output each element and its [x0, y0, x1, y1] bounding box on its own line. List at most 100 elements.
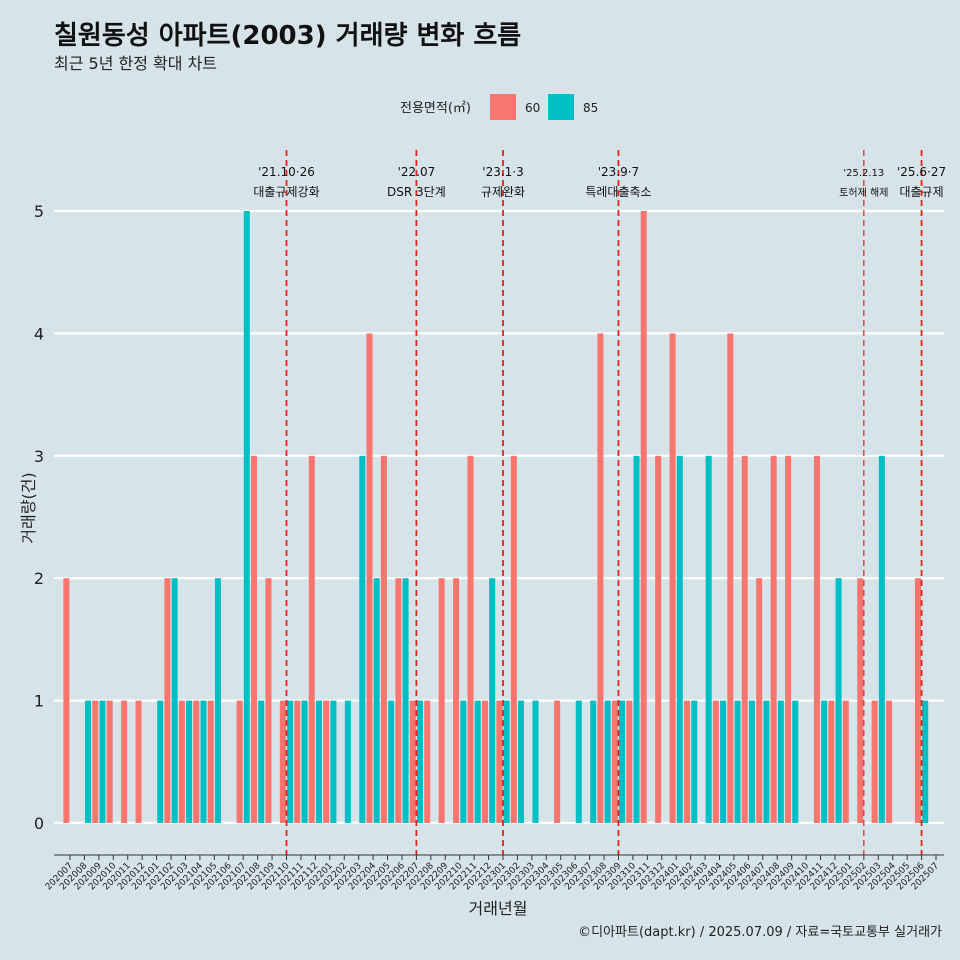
annotation-date: '23.1·3 [482, 165, 523, 179]
bar-60-202309 [611, 700, 618, 823]
y-tick-label: 0 [34, 814, 44, 833]
annotation-date: '23.9·7 [598, 165, 639, 179]
bar-85-202403 [705, 455, 712, 823]
bar-60-202408 [770, 455, 777, 823]
bar-60-202012 [135, 700, 142, 823]
bar-60-202506 [914, 578, 921, 823]
x-axis-title: 거래년월 [469, 899, 528, 918]
annotation-date: '25.6·27 [897, 165, 946, 179]
annotation-date: '21.10·26 [258, 165, 315, 179]
legend-swatch-85 [548, 94, 574, 120]
annotation-lines [285, 150, 923, 855]
bar-85-202404 [720, 700, 727, 823]
legend-title: 전용면적(㎡) [400, 101, 471, 116]
bar-85-202303 [532, 700, 539, 823]
bar-85-202103 [186, 700, 193, 823]
bar-85-202407 [763, 700, 770, 823]
y-tick-label: 5 [34, 202, 44, 221]
bar-60-202404 [712, 700, 719, 823]
bar-85-202308 [604, 700, 611, 823]
bar-60-202401 [669, 333, 676, 823]
bar-60-202305 [554, 700, 561, 823]
y-axis-title: 거래량(건) [19, 472, 38, 543]
bar-60-202406 [741, 455, 748, 823]
bar-60-202205 [380, 455, 387, 823]
bar-60-202405 [727, 333, 734, 823]
bar-85-202212 [489, 578, 496, 823]
bar-60-202201 [323, 700, 330, 823]
x-axis: 2020072020082020092020102020112020122021… [44, 854, 944, 892]
bar-60-202411 [813, 455, 820, 823]
y-axis-ticks: 0 1 2 3 4 5 [34, 202, 44, 833]
bar-85-202306 [575, 700, 582, 823]
bar-60-202112 [308, 455, 315, 823]
annotation-label: 특례대출축소 [585, 185, 651, 199]
bar-60-202208 [424, 700, 431, 823]
y-tick-label: 1 [34, 692, 44, 711]
bar-85-202401 [676, 455, 683, 823]
bar-85-202101 [157, 700, 164, 823]
bar-60-202011 [121, 700, 128, 823]
bar-85-202201 [330, 700, 337, 823]
legend: 전용면적(㎡) 60 85 [400, 94, 598, 120]
annotation-date: '25.2.13 [843, 168, 884, 179]
bar-60-202103 [178, 700, 185, 823]
bar-60-202312 [655, 455, 662, 823]
bar-85-202412 [835, 578, 842, 823]
bar-85-202408 [777, 700, 784, 823]
chart-title: 칠원동성 아파트(2003) 거래량 변화 흐름 [54, 21, 521, 51]
bar-85-202102 [171, 578, 178, 823]
bar-60-202010 [106, 700, 113, 823]
legend-label-60: 60 [525, 101, 540, 115]
bar-85-202210 [460, 700, 467, 823]
annotation-label: DSR 3단계 [387, 185, 446, 199]
bar-85-202112 [315, 700, 322, 823]
bar-60-202504 [886, 700, 893, 823]
y-tick-label: 3 [34, 447, 44, 466]
bar-85-202203 [359, 455, 366, 823]
bar-60-202104 [193, 700, 200, 823]
bar-85-202205 [388, 700, 395, 823]
bar-60-202407 [756, 578, 763, 823]
bar-60-202503 [871, 700, 878, 823]
bar-85-202211 [474, 700, 481, 823]
annotation-date: '22.07 [398, 165, 436, 179]
bar-85-202506 [922, 700, 929, 823]
bar-60-202204 [366, 333, 373, 823]
annotation-label: 규제완화 [481, 185, 525, 199]
bar-60-202107 [236, 700, 243, 823]
y-tick-label: 4 [34, 324, 44, 343]
bar-60-202109 [265, 578, 272, 823]
bar-60-202209 [438, 578, 445, 823]
bar-85-202405 [734, 700, 741, 823]
bar-60-202501 [842, 700, 849, 823]
bar-60-202007 [63, 578, 70, 823]
bar-60-202308 [597, 333, 604, 823]
bar-60-202211 [467, 455, 474, 823]
bar-85-202310 [633, 455, 640, 823]
annotation-label: 토허제 해제 [839, 186, 888, 199]
bar-85-202110 [287, 700, 294, 823]
bar-85-202111 [301, 700, 308, 823]
bar-85-202302 [518, 700, 525, 823]
bar-60-202105 [207, 700, 214, 823]
annotation-label: 대출규제강화 [253, 185, 319, 199]
bar-60-202206 [395, 578, 402, 823]
bar-60-202502 [857, 578, 864, 823]
bar-85-202207 [417, 700, 424, 823]
bar-60-202210 [453, 578, 460, 823]
bar-60-202108 [251, 455, 258, 823]
legend-swatch-60 [490, 94, 516, 120]
bar-85-202008 [85, 700, 92, 823]
annotations: '21.10·26 대출규제강화 '22.07 DSR 3단계 '23.1·3 규제완화 '… [253, 165, 946, 199]
bar-85-202206 [402, 578, 409, 823]
bar-60-202302 [510, 455, 517, 823]
bar-85-202202 [344, 700, 351, 823]
bar-60-202102 [164, 578, 171, 823]
bar-60-202311 [640, 211, 647, 823]
bar-85-202301 [503, 700, 510, 823]
chart-caption: ©디아파트(dapt.kr) / 2025.07.09 / 자료=국토교통부 실… [578, 925, 942, 940]
bar-60-202207 [409, 700, 416, 823]
bar-60-202212 [481, 700, 488, 823]
